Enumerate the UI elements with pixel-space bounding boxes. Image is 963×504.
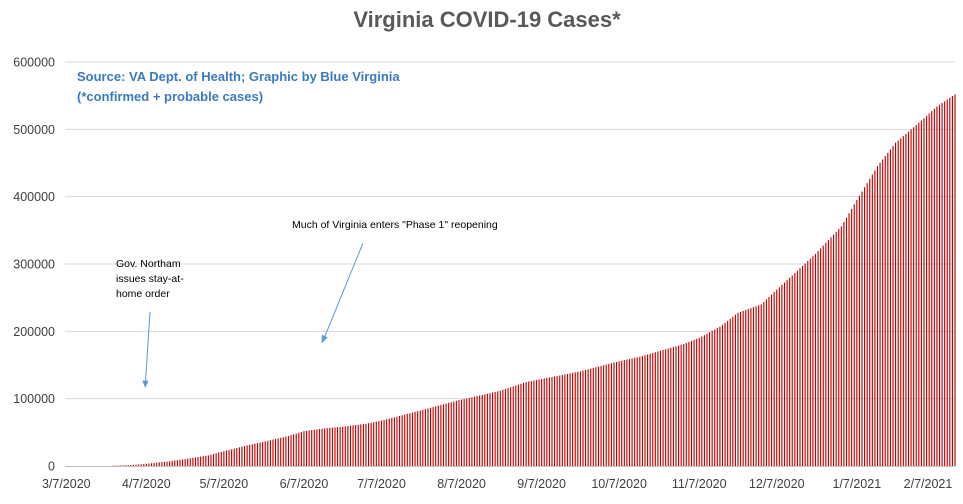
annotation-phase-1: Much of Virginia enters "Phase 1" reopen… (292, 219, 498, 344)
x-tick-label: 4/7/2020 (122, 477, 171, 491)
x-tick-label: 3/7/2020 (42, 477, 91, 491)
y-tick-label: 100000 (13, 392, 55, 406)
x-tick-label: 11/7/2020 (672, 477, 727, 491)
x-tick-label: 1/7/2021 (832, 477, 881, 491)
y-axis-ticks: 0 100000 200000 300000 400000 500000 600000 (13, 56, 55, 474)
x-tick-label: 7/7/2020 (357, 477, 406, 491)
x-tick-label: 5/7/2020 (200, 477, 249, 491)
annotation-stay-at-home: Gov. Northam issues stay-at- home order (116, 258, 184, 388)
source-line-2: (*confirmed + probable cases) (77, 89, 263, 104)
annotation-stay-at-home-arrowhead (142, 380, 149, 388)
y-tick-label: 600000 (13, 56, 55, 70)
x-tick-label: 10/7/2020 (591, 477, 647, 491)
bars (112, 94, 956, 466)
annotation-phase-1-arrow (324, 242, 364, 337)
annotation-phase-1-arrowhead (321, 334, 328, 344)
y-tick-label: 0 (48, 460, 55, 474)
annotation-stay-at-home-line-1: Gov. Northam (116, 258, 181, 270)
chart-title: Virginia COVID-19 Cases* (353, 7, 621, 32)
y-tick-label: 500000 (13, 123, 55, 137)
x-tick-label: 6/7/2020 (280, 477, 329, 491)
gridlines (65, 61, 955, 400)
source-note: Source: VA Dept. of Health; Graphic by B… (77, 69, 400, 104)
annotation-stay-at-home-arrow (145, 311, 151, 382)
x-tick-label: 12/7/2020 (749, 477, 805, 491)
x-tick-label: 9/7/2020 (517, 477, 566, 491)
annotation-stay-at-home-line-3: home order (116, 288, 170, 300)
x-tick-label: 2/7/2021 (904, 477, 953, 491)
annotation-stay-at-home-line-2: issues stay-at- (116, 273, 184, 285)
y-tick-label: 400000 (13, 190, 55, 204)
x-tick-label: 8/7/2020 (437, 477, 486, 491)
y-tick-label: 300000 (13, 258, 55, 272)
annotation-phase-1-line-1: Much of Virginia enters "Phase 1" reopen… (292, 219, 498, 231)
x-axis-ticks: 3/7/2020 4/7/2020 5/7/2020 6/7/2020 7/7/2020… (42, 477, 952, 491)
source-line-1: Source: VA Dept. of Health; Graphic by B… (77, 69, 400, 84)
y-tick-label: 200000 (13, 325, 55, 339)
